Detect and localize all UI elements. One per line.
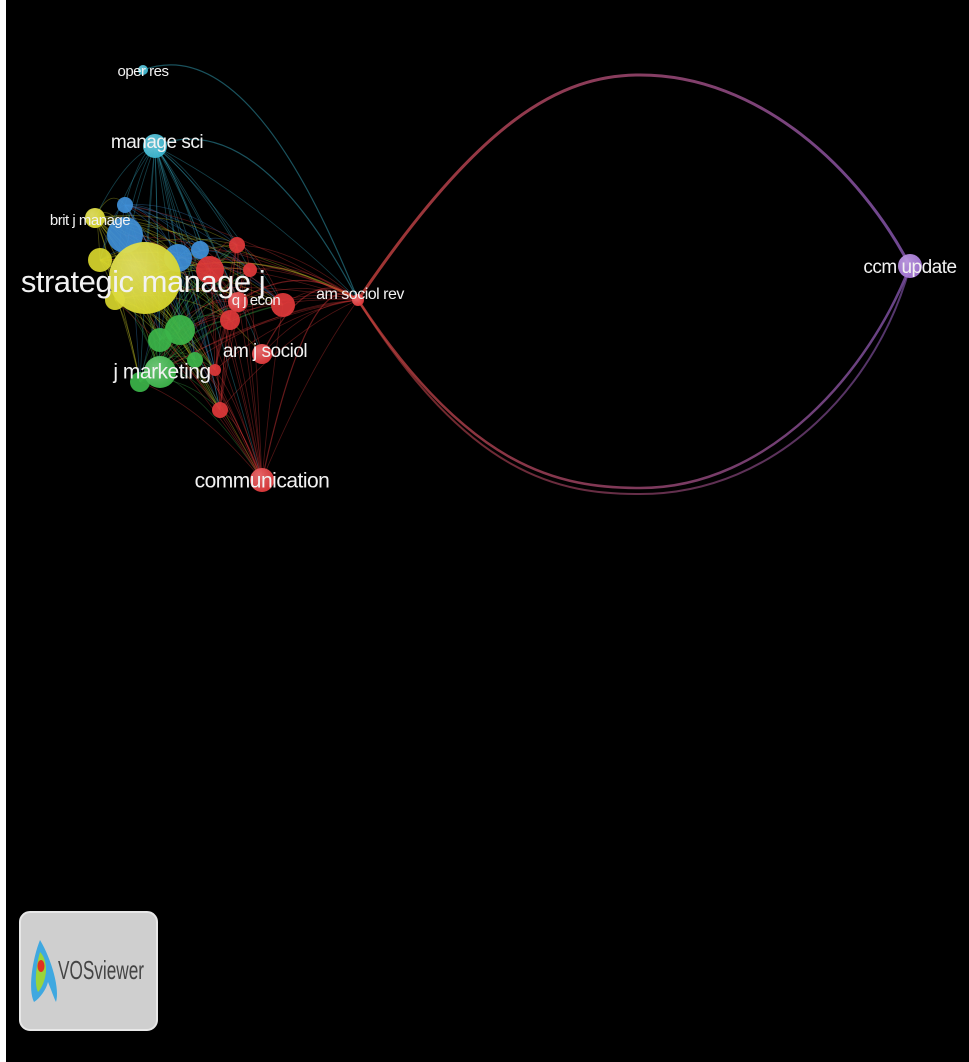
link [124, 204, 251, 271]
link [154, 145, 216, 371]
link [236, 244, 263, 481]
link [159, 299, 359, 373]
link [237, 279, 359, 303]
link [154, 145, 263, 481]
nodes [85, 65, 922, 492]
link [94, 217, 251, 271]
logo-box [19, 911, 158, 1031]
link [199, 249, 359, 301]
link [229, 295, 359, 321]
link [219, 299, 359, 411]
link [179, 329, 263, 481]
node [117, 197, 133, 213]
node-label: q j econ [232, 292, 281, 309]
link [214, 299, 359, 371]
node [187, 352, 203, 368]
link [154, 145, 263, 355]
link [159, 339, 263, 481]
logo-icon [37, 960, 45, 972]
link [154, 138, 359, 301]
link [154, 145, 161, 341]
node-shine [109, 242, 181, 314]
link [159, 304, 284, 373]
link [214, 369, 263, 481]
link [261, 304, 284, 481]
link [99, 238, 238, 261]
link [94, 215, 201, 251]
node-label: j marketing [112, 361, 210, 384]
link [214, 244, 238, 371]
link [237, 301, 263, 481]
logo: VOSviewer [19, 911, 158, 1031]
link [154, 145, 284, 306]
node-shine [250, 468, 274, 492]
link [261, 299, 359, 481]
labels: oper res manage sci brit j manage strategic… [21, 63, 957, 493]
link [179, 297, 359, 331]
node-shine [228, 292, 248, 312]
link [154, 145, 181, 331]
link [249, 267, 359, 301]
node-label: am sociol rev [316, 286, 404, 303]
link [357, 265, 911, 496]
link [114, 299, 263, 481]
link [159, 244, 238, 373]
node [165, 315, 195, 345]
background [6, 0, 969, 1062]
link [94, 214, 238, 246]
link [236, 244, 359, 301]
node-label: ccm update [863, 257, 956, 278]
node-shine [352, 294, 364, 306]
link [154, 145, 231, 321]
node-shine [144, 356, 176, 388]
node-label: brit j manage [50, 212, 130, 229]
node-shine [85, 208, 105, 228]
node-shine [252, 344, 272, 364]
node [196, 256, 224, 284]
node [243, 263, 257, 277]
link [229, 319, 263, 481]
link [356, 73, 912, 301]
link [159, 269, 251, 373]
logo-text: VOSviewer [58, 955, 144, 985]
node [271, 293, 295, 317]
link [209, 269, 263, 481]
node [88, 248, 112, 272]
node [212, 402, 228, 418]
link [237, 288, 359, 303]
link [142, 64, 359, 301]
link [194, 359, 263, 481]
node [209, 364, 221, 376]
node-label: am j sociol [223, 341, 307, 362]
node [229, 237, 245, 253]
node-shine [138, 65, 148, 75]
node [220, 310, 240, 330]
node-label: strategic manage j [21, 264, 265, 299]
link [94, 217, 211, 271]
link [261, 299, 359, 355]
node-label: oper res [117, 63, 168, 80]
link [124, 204, 238, 246]
link [261, 287, 359, 355]
node [191, 241, 209, 259]
link [177, 257, 263, 481]
link [261, 293, 359, 481]
node-label: manage sci [111, 132, 203, 153]
link [124, 204, 239, 303]
link [209, 267, 359, 301]
node [148, 328, 172, 352]
link [139, 381, 263, 481]
link [159, 249, 201, 373]
node-label: communication [195, 470, 330, 493]
link [356, 265, 912, 490]
link [124, 234, 359, 301]
link [154, 145, 239, 303]
link [154, 145, 359, 301]
link [249, 269, 263, 481]
node-shine [143, 134, 167, 158]
link [194, 299, 359, 361]
node-shine [898, 254, 922, 278]
